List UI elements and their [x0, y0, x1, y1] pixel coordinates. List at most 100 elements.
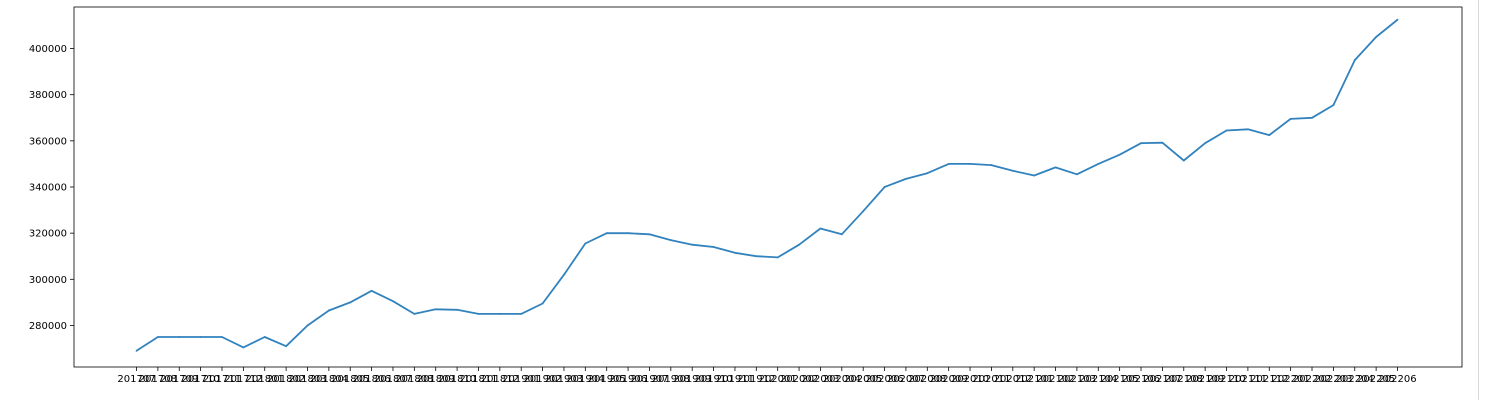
x-tick-label: 202005 — [844, 374, 882, 385]
x-tick-label: 201907 — [630, 374, 668, 385]
x-tick-label: 201904 — [566, 374, 604, 385]
data-point — [648, 233, 651, 236]
data-point — [883, 186, 886, 188]
data-point — [135, 349, 138, 352]
panel-divider — [1478, 0, 1479, 400]
x-tick-label: 201708 — [139, 374, 177, 385]
x-tick-label: 202109 — [1186, 374, 1224, 385]
x-tick-label: 201905 — [588, 374, 626, 385]
x-tick-label: 201803 — [288, 374, 326, 385]
x-tick-label: 202204 — [1336, 374, 1374, 385]
x-tick-label: 202009 — [930, 374, 968, 385]
data-point — [392, 300, 394, 303]
data-point — [840, 233, 843, 236]
x-tick-label: 201805 — [331, 374, 369, 385]
data-point — [242, 346, 245, 349]
y-axis: 280000 300000 320000 340000 360000 380000 4000… — [29, 44, 74, 332]
x-tick-label: 201906 — [609, 374, 647, 385]
data-point — [1182, 159, 1185, 162]
y-tick-label: 280000 — [29, 321, 67, 332]
data-point — [776, 256, 779, 259]
x-tick-label: 201709 — [160, 374, 198, 385]
x-tick-label: 201910 — [694, 374, 732, 385]
x-tick-label: 202112 — [1250, 374, 1288, 385]
x-tick-label: 202107 — [1143, 374, 1181, 385]
data-point — [1076, 173, 1078, 176]
x-tick-label: 201712 — [224, 374, 262, 385]
plot-area — [135, 18, 1399, 352]
x-tick-label: 201810 — [438, 374, 476, 385]
x-tick-label: 202202 — [1293, 374, 1331, 385]
x-tick-label: 202111 — [1229, 374, 1267, 385]
data-point — [520, 313, 523, 315]
data-point — [477, 313, 480, 315]
data-point — [1097, 163, 1100, 165]
data-point — [1375, 36, 1378, 38]
x-tick-label: 201908 — [652, 374, 690, 385]
x-tick-label: 202102 — [1036, 374, 1074, 385]
data-point — [1161, 141, 1164, 144]
x-tick-label: 201911 — [716, 374, 754, 385]
x-tick-label: 202010 — [951, 374, 989, 385]
data-point — [413, 313, 416, 315]
data-point — [1140, 142, 1142, 145]
data-point — [755, 255, 758, 258]
y-tick-label: 380000 — [29, 90, 67, 101]
x-tick-label: 201711 — [203, 374, 241, 385]
data-point — [434, 308, 437, 311]
data-point — [1011, 169, 1014, 172]
data-point — [221, 336, 223, 338]
data-point — [1396, 18, 1399, 21]
data-point — [370, 289, 373, 292]
data-point — [1246, 128, 1249, 131]
data-point — [734, 251, 736, 254]
x-tick-label: 201909 — [673, 374, 711, 385]
data-point — [862, 210, 865, 213]
x-tick-label: 201802 — [267, 374, 305, 385]
data-point — [798, 243, 800, 246]
data-point — [669, 239, 672, 241]
x-tick-label: 201710 — [182, 374, 220, 385]
x-tick-label: 202205 — [1357, 374, 1395, 385]
x-tick-label: 201901 — [502, 374, 540, 385]
series-line — [136, 19, 1399, 352]
data-point — [178, 336, 181, 338]
x-tick-label: 202103 — [1058, 374, 1096, 385]
y-tick-label: 320000 — [29, 229, 67, 240]
x-tick-label: 201707 — [117, 374, 155, 385]
y-tick-label: 400000 — [29, 44, 67, 55]
data-point — [1268, 134, 1271, 136]
data-point — [947, 163, 950, 165]
data-point — [691, 243, 694, 246]
y-tick-label: 300000 — [29, 275, 67, 286]
data-point — [1311, 116, 1313, 119]
x-tick-label: 201806 — [353, 374, 391, 385]
data-point — [905, 178, 907, 180]
data-point — [498, 313, 501, 315]
data-point — [349, 301, 352, 304]
data-point — [712, 246, 715, 248]
data-point — [926, 172, 929, 175]
y-tick-label: 360000 — [29, 136, 67, 147]
x-tick-label: 202002 — [780, 374, 818, 385]
x-tick-label: 201903 — [545, 374, 583, 385]
x-tick-label: 201807 — [374, 374, 412, 385]
data-point — [306, 324, 309, 327]
data-point — [285, 345, 288, 348]
x-tick-label: 202003 — [801, 374, 839, 385]
data-point — [1033, 174, 1036, 177]
data-point — [605, 232, 608, 235]
data-point — [156, 336, 159, 338]
x-tick-label: 202008 — [908, 374, 946, 385]
data-point — [1353, 59, 1356, 61]
x-tick-label: 201902 — [523, 374, 561, 385]
data-point — [819, 227, 822, 230]
x-tick-label: 202108 — [1165, 374, 1203, 385]
x-tick-label: 201811 — [459, 374, 497, 385]
data-point — [990, 164, 993, 166]
x-tick-label: 202011 — [972, 374, 1010, 385]
x-tick-label: 201808 — [395, 374, 433, 385]
x-tick-label: 202006 — [865, 374, 903, 385]
data-point — [263, 336, 266, 338]
